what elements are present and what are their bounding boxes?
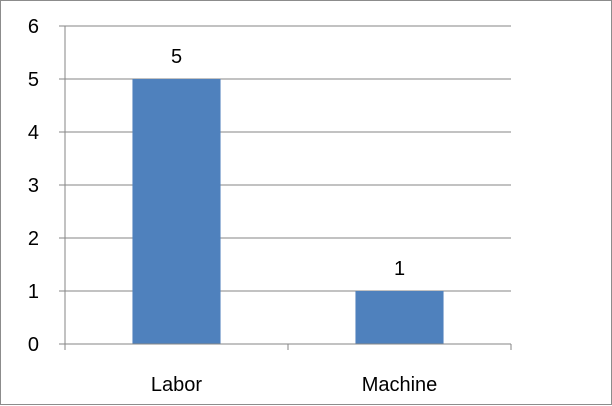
y-tick-label: 1 — [28, 281, 39, 303]
y-tick-label: 5 — [28, 69, 39, 91]
category-label-machine: Machine — [362, 374, 438, 396]
y-tick-label: 3 — [28, 175, 39, 197]
bar-machine — [355, 291, 444, 344]
y-tick-label: 6 — [28, 16, 39, 38]
data-label-labor: 5 — [171, 46, 182, 68]
y-tick-label: 2 — [28, 228, 39, 250]
data-label-machine: 1 — [394, 258, 405, 280]
bars — [132, 79, 444, 344]
axes — [59, 25, 512, 350]
gridlines — [65, 25, 511, 292]
y-tick-label: 0 — [28, 334, 39, 356]
labels: 0 1 2 3 4 5 6 5 Labor 1 Machine — [28, 16, 437, 396]
bar-labor — [132, 79, 221, 344]
y-tick-label: 4 — [28, 122, 39, 144]
category-label-labor: Labor — [151, 374, 202, 396]
